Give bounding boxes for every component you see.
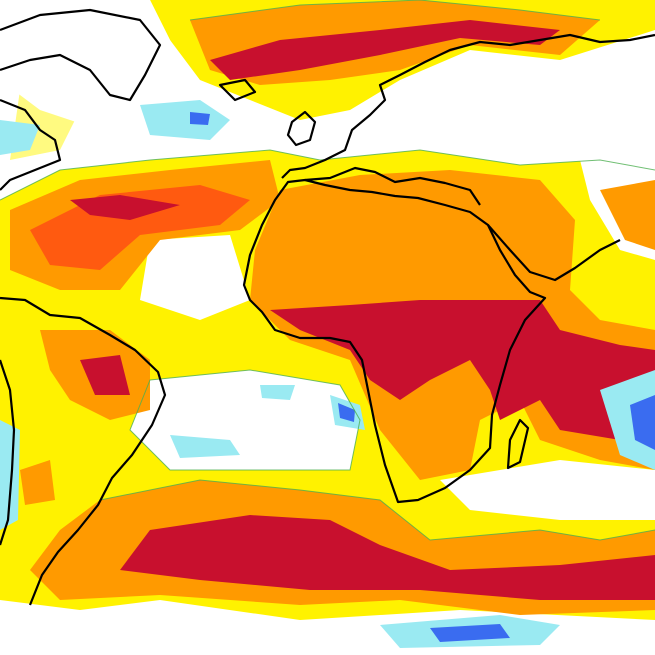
field: [190, 112, 210, 125]
south-america-west: [0, 359, 16, 546]
cool-fields: [0, 100, 655, 648]
field: [430, 624, 510, 642]
mediterranean-coast: [304, 166, 481, 206]
field: [20, 460, 55, 505]
britain-coast: [286, 110, 317, 147]
arabia-coast: [487, 224, 621, 282]
field: [630, 395, 655, 450]
field: [0, 120, 40, 155]
africa-coast: [242, 178, 547, 504]
coastlines: [0, 8, 655, 606]
field: [170, 435, 240, 458]
field: [120, 515, 655, 600]
field: [600, 370, 655, 470]
field: [600, 180, 655, 250]
isoline: [189, 0, 601, 21]
isoline: [99, 479, 655, 541]
field: [338, 403, 355, 422]
gap: [440, 460, 655, 520]
field: [70, 195, 180, 220]
south-america-coast: [0, 296, 167, 606]
field: [210, 20, 560, 80]
isolines: [0, 0, 655, 541]
greenland-coast: [0, 8, 162, 102]
red-fields: [30, 20, 655, 600]
isoline: [129, 369, 361, 471]
field: [0, 420, 20, 530]
north-america-coast: [0, 98, 62, 191]
gap: [0, 0, 180, 130]
isoline: [0, 149, 655, 201]
madagascar-coast: [506, 418, 530, 470]
field: [270, 300, 655, 470]
gap: [140, 235, 250, 320]
field: [140, 100, 230, 140]
europe-coast: [281, 33, 655, 179]
gap: [130, 370, 360, 470]
field: [260, 385, 295, 400]
field: [80, 355, 130, 395]
iceland-coast: [218, 78, 257, 102]
